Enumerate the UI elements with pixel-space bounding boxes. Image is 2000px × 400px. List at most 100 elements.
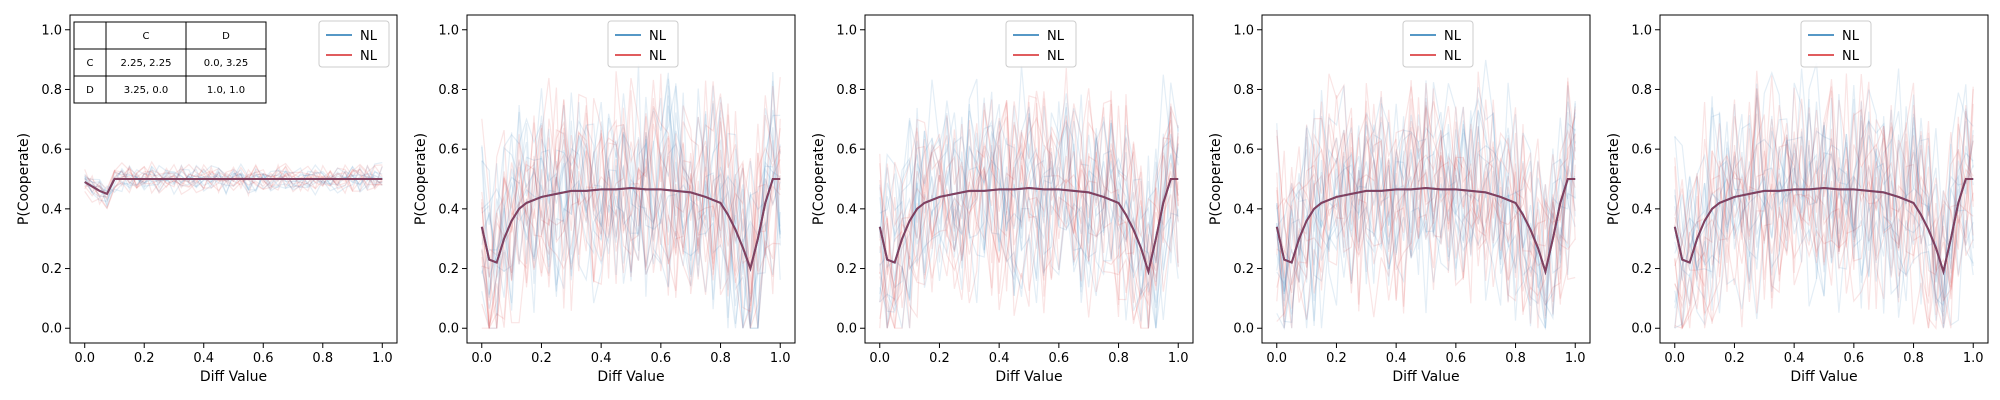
background-trace [1674,88,1974,329]
legend-label: NL [1842,49,1860,64]
background-trace [1276,82,1576,321]
background-trace [879,100,1179,319]
legend-box [607,20,679,68]
legend: NL NL [607,20,679,68]
x-tick-label: 0.8 [1903,351,1924,366]
x-axis-label: Diff Value [1392,369,1459,385]
background-trace [84,163,383,193]
chart-panel-3: 0.0 0.2 0.4 0.6 0.8 1.0 0.0 0.2 0.4 0.6 0.8 1.0 Diff… [811,14,1194,385]
background-trace [1276,96,1576,306]
background-trace [1674,62,1974,329]
x-tick-label: 0.2 [1724,351,1745,366]
background-trace [84,168,383,210]
y-tick-label: 0.4 [1631,202,1652,217]
background-trace [879,99,1179,329]
background-trace [1276,81,1576,286]
x-tick-label: 0.4 [989,351,1010,366]
x-tick-label: 0.0 [1664,351,1685,366]
x-tick-label: 0.6 [1844,351,1865,366]
background-trace [879,103,1179,324]
legend-box [1005,20,1077,68]
axes-frame [466,14,796,344]
legend-label: NL [649,29,667,44]
background-trace [879,95,1179,329]
y-tick-label: 0.8 [836,83,857,98]
x-tick-label: 1.0 [770,351,791,366]
background-trace [1674,106,1974,329]
background-trace [1276,77,1576,312]
background-trace [1674,81,1974,304]
y-tick-label: 0.2 [41,262,62,277]
background-trace [481,113,781,329]
legend-label: NL [1444,29,1462,44]
background-trace [879,112,1179,302]
background-trace [1674,89,1974,313]
y-tick-label: 0.2 [1233,262,1254,277]
legend-box [1800,20,1872,68]
background-trace [879,101,1179,303]
background-trace [879,90,1179,329]
background-traces [1276,59,1576,331]
table-cell [73,21,107,50]
y-tick-label: 0.8 [1631,83,1652,98]
background-trace [1674,99,1974,302]
y-tick-label: 0.4 [1233,202,1254,217]
background-trace [84,167,383,203]
background-trace [1276,98,1576,327]
y-tick-label: 0.4 [41,202,62,217]
y-tick-label: 0.8 [41,83,62,98]
y-axis-label: P(Cooperate) [413,133,429,225]
background-trace [879,67,1179,329]
table-cell-text: 2.25, 2.25 [121,58,172,69]
table-cell-text: D [86,85,94,96]
background-trace [1674,123,1974,329]
background-trace [481,81,781,330]
background-trace [481,77,781,329]
legend-label: NL [360,49,378,64]
background-trace [1674,101,1974,329]
axes-frame [1261,14,1591,344]
background-trace [1276,114,1576,320]
y-tick-label: 1.0 [1233,23,1254,38]
x-tick-label: 0.2 [531,351,552,366]
y-tick-label: 0.2 [438,262,459,277]
y-tick-label: 0.6 [41,143,62,158]
background-trace [481,78,781,325]
background-trace [879,97,1179,295]
background-trace [1276,103,1576,327]
series-line-red [480,178,781,272]
y-tick-label: 0.0 [41,322,62,337]
background-trace [879,93,1179,329]
background-trace [481,121,781,329]
background-trace [879,102,1179,329]
background-trace [84,160,383,195]
legend-label: NL [1444,49,1462,64]
background-trace [84,163,383,207]
x-tick-label: 0.0 [1266,351,1287,366]
y-axis-label: P(Cooperate) [811,133,827,225]
series-line-red [1673,178,1974,276]
background-trace [481,77,781,329]
background-trace [481,64,781,307]
background-trace [1276,100,1576,329]
background-trace [481,83,781,329]
background-trace [879,91,1179,329]
background-traces [84,160,383,210]
background-trace [1276,82,1576,321]
background-trace [1674,70,1974,330]
background-trace [481,107,781,329]
legend-box [1402,20,1474,68]
chart-panel-1: 0.0 0.2 0.4 0.6 0.8 1.0 0.0 0.2 0.4 0.6 0.8 1.0 Diff… [16,14,398,385]
background-trace [879,104,1179,329]
legend: NL NL [318,20,390,68]
y-axis-label: P(Cooperate) [1606,133,1622,225]
background-trace [481,77,781,286]
x-tick-label: 0.0 [869,351,890,366]
background-trace [1674,83,1974,314]
background-trace [84,167,383,197]
background-trace [1674,86,1974,329]
background-trace [879,99,1179,329]
background-traces [1674,62,1974,331]
x-axis-label: Diff Value [597,369,664,385]
background-trace [1276,109,1576,329]
